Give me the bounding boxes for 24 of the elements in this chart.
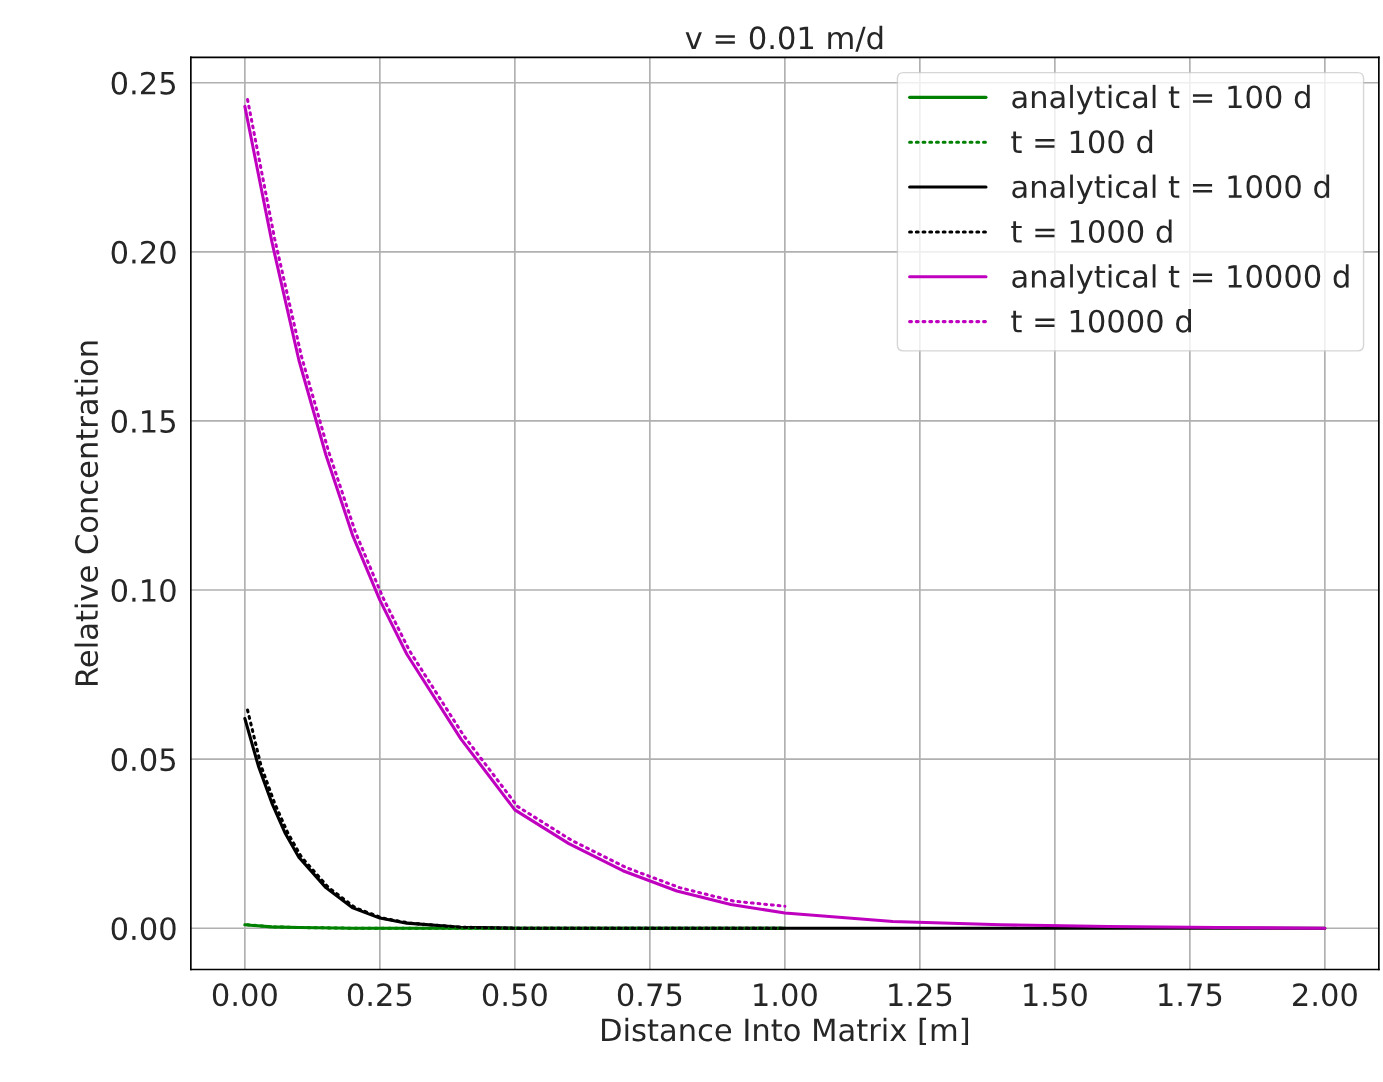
x-axis-title: Distance Into Matrix [m]	[602, 1017, 969, 1046]
x-tick-label: 0.25	[347, 983, 412, 1007]
y-axis-title: Relative Concentration	[74, 341, 99, 685]
y-tick-label: 0.10	[111, 578, 176, 603]
x-tick-label: 0.75	[617, 983, 682, 1007]
x-tick-label: 1.50	[1024, 983, 1087, 1007]
x-tick-label: 0.00	[212, 983, 277, 1007]
chart-title: v = 0.01 m/d	[685, 25, 883, 52]
legend-label: analytical t = 1000 d	[1012, 174, 1330, 205]
legend-label: t = 1000 d	[1011, 219, 1172, 244]
y-tick-label: 0.00	[111, 917, 176, 941]
y-tick-label: 0.25	[111, 71, 175, 95]
legend-label: analytical t = 10000 d	[1012, 264, 1349, 294]
y-tick-label: 0.15	[111, 409, 175, 433]
legend-label: t = 10000 d	[1011, 309, 1191, 333]
x-tick-label: 1.00	[754, 983, 817, 1007]
x-tick-label: 1.25	[889, 983, 952, 1007]
y-tick-label: 0.05	[111, 748, 175, 772]
x-tick-label: 1.75	[1159, 983, 1222, 1007]
y-tick-label: 0.20	[111, 240, 176, 264]
legend-label: t = 100 d	[1011, 129, 1153, 154]
legend-label: analytical t = 100 d	[1012, 84, 1310, 115]
x-tick-label: 2.00	[1293, 983, 1357, 1007]
x-tick-label: 0.50	[482, 983, 547, 1007]
